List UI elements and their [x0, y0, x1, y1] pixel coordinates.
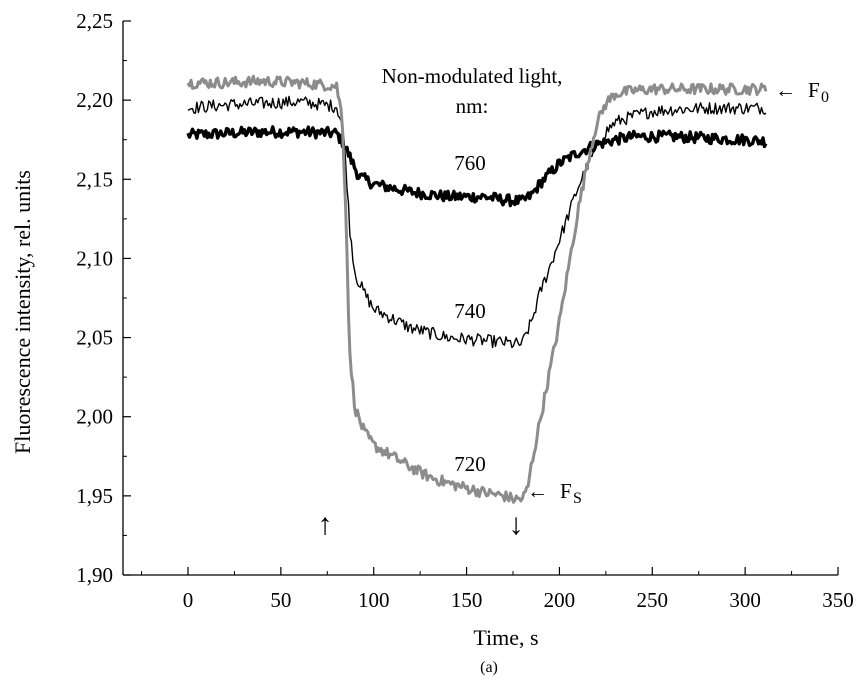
series-label-740: 740	[454, 299, 486, 323]
series-label-760: 760	[454, 151, 486, 175]
y-tick-label: 2,15	[76, 167, 113, 191]
axes-group: 1,90 1,95 2,00 2,05 2,10 2,15 2,20 2,25 0 50 100 15…	[76, 9, 854, 612]
x-tick-label: 0	[183, 588, 194, 612]
x-tick-label: 200	[544, 588, 576, 612]
light-on-arrow: ↑	[318, 508, 333, 541]
y-tick-label: 2,25	[76, 9, 113, 33]
figure-caption: (a)	[480, 659, 498, 676]
f0-arrow: ←	[775, 78, 796, 102]
legend-title-line1: Non-modulated light,	[382, 64, 563, 88]
series-group	[186, 74, 768, 504]
series-line-720	[186, 74, 768, 504]
x-tick-label: 150	[451, 588, 483, 612]
f0-label: F	[808, 78, 820, 102]
legend-title-line2: nm:	[456, 94, 489, 118]
y-tick-label: 1,90	[76, 563, 113, 587]
fs-label: F	[560, 479, 572, 503]
x-tick-label: 350	[822, 588, 854, 612]
x-axis-label: Time, s	[473, 625, 538, 650]
series-line-740	[187, 95, 767, 349]
f0-subscript: 0	[821, 89, 829, 106]
y-tick-label: 2,20	[76, 88, 113, 112]
y-tick-label: 2,05	[76, 326, 113, 350]
x-tick-label: 100	[358, 588, 390, 612]
series-label-720: 720	[454, 452, 486, 476]
y-tick-label: 2,10	[76, 246, 113, 270]
x-tick-label: 300	[729, 588, 761, 612]
fs-subscript: S	[573, 490, 582, 507]
y-tick-label: 2,00	[76, 405, 113, 429]
x-tick-label: 50	[270, 588, 291, 612]
x-tick-label: 250	[637, 588, 669, 612]
series-line-760	[186, 125, 768, 208]
fs-arrow: ←	[527, 479, 548, 503]
annotation-group: Non-modulated light, nm: 760 740 720 ← F…	[318, 64, 830, 541]
y-tick-label: 1,95	[76, 484, 113, 508]
light-off-arrow: ↓	[509, 508, 524, 541]
y-axis-label: Fluorescence intensity, rel. units	[10, 170, 35, 454]
